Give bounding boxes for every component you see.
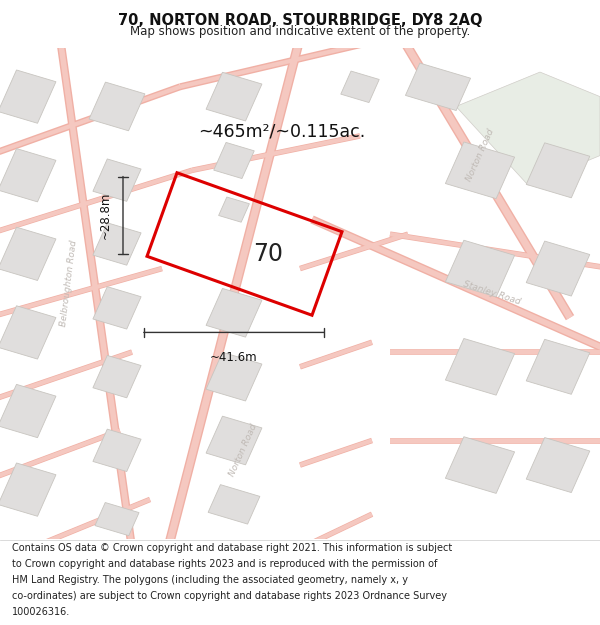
Polygon shape — [0, 227, 56, 281]
Polygon shape — [0, 463, 56, 516]
Text: ~28.8m: ~28.8m — [99, 192, 112, 239]
Polygon shape — [456, 72, 600, 185]
Polygon shape — [206, 72, 262, 121]
Polygon shape — [445, 240, 515, 297]
Polygon shape — [0, 149, 56, 202]
Text: Stanley Road: Stanley Road — [462, 279, 522, 307]
Text: HM Land Registry. The polygons (including the associated geometry, namely x, y: HM Land Registry. The polygons (includin… — [12, 575, 408, 585]
Text: ~465m²/~0.115ac.: ~465m²/~0.115ac. — [199, 122, 365, 140]
Text: 100026316.: 100026316. — [12, 607, 70, 617]
Polygon shape — [208, 484, 260, 524]
Polygon shape — [526, 438, 590, 493]
Text: Norton Road: Norton Road — [464, 128, 496, 183]
Polygon shape — [95, 503, 139, 536]
Polygon shape — [526, 241, 590, 296]
Polygon shape — [206, 416, 262, 465]
Polygon shape — [445, 339, 515, 395]
Polygon shape — [0, 384, 56, 438]
Polygon shape — [0, 306, 56, 359]
Polygon shape — [93, 159, 141, 201]
Polygon shape — [526, 143, 590, 198]
Polygon shape — [406, 63, 470, 111]
Text: 70: 70 — [254, 242, 284, 266]
Polygon shape — [526, 339, 590, 394]
Polygon shape — [89, 82, 145, 131]
Polygon shape — [93, 429, 141, 471]
Polygon shape — [0, 70, 56, 123]
Text: co-ordinates) are subject to Crown copyright and database rights 2023 Ordnance S: co-ordinates) are subject to Crown copyr… — [12, 591, 447, 601]
Polygon shape — [93, 287, 141, 329]
Polygon shape — [214, 142, 254, 179]
Text: Contains OS data © Crown copyright and database right 2021. This information is : Contains OS data © Crown copyright and d… — [12, 543, 452, 553]
Polygon shape — [206, 352, 262, 401]
Polygon shape — [218, 197, 250, 222]
Polygon shape — [445, 437, 515, 493]
Polygon shape — [341, 71, 379, 102]
Text: to Crown copyright and database rights 2023 and is reproduced with the permissio: to Crown copyright and database rights 2… — [12, 559, 437, 569]
Polygon shape — [93, 222, 141, 265]
Polygon shape — [206, 288, 262, 337]
Polygon shape — [445, 142, 515, 199]
Text: ~41.6m: ~41.6m — [210, 351, 258, 364]
Text: Belbroughton Road: Belbroughton Road — [59, 239, 79, 327]
Polygon shape — [93, 356, 141, 398]
Text: 70, NORTON ROAD, STOURBRIDGE, DY8 2AQ: 70, NORTON ROAD, STOURBRIDGE, DY8 2AQ — [118, 13, 482, 28]
Text: Map shows position and indicative extent of the property.: Map shows position and indicative extent… — [130, 25, 470, 38]
Text: Norton Road: Norton Road — [227, 422, 259, 478]
